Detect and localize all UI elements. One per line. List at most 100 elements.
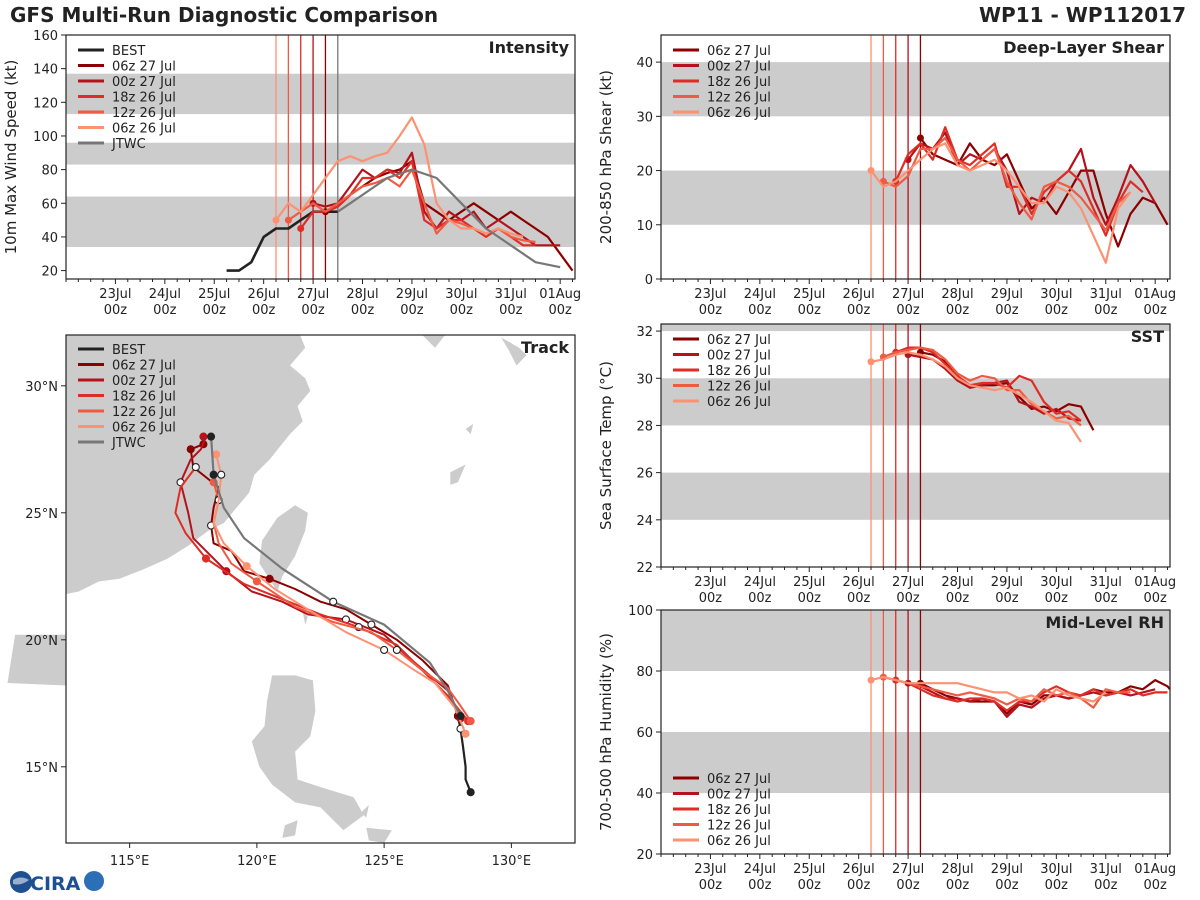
x-tick-label: 30Jul: [445, 287, 477, 302]
x-tick-sublabel: 00z: [995, 303, 1019, 318]
series-12z-26-jul: [883, 676, 1131, 709]
lon-tick-label: 125°E: [364, 854, 404, 869]
y-tick-label: 60: [636, 726, 653, 741]
x-tick-label: 25Jul: [793, 575, 825, 590]
plot-frame: [660, 323, 1171, 568]
band-2: [661, 324, 1170, 332]
panel-title: Mid-Level RH: [1045, 613, 1164, 632]
rh-panel: 2040608010023Jul00z24Jul00z25Jul00z26Jul…: [597, 604, 1176, 893]
legend-label-06z-27-jul: 06z 27 Jul: [112, 359, 176, 374]
lat-tick-label: 30°N: [25, 380, 58, 395]
legend-label-00z-27-jul: 00z 27 Jul: [707, 788, 771, 803]
y-axis-label: Sea Surface Temp (°C): [597, 361, 615, 530]
x-tick-label: 01Aug: [1134, 575, 1176, 590]
y-axis-label: 10m Max Wind Speed (kt): [2, 60, 20, 255]
series-start-06z-26-jul: [867, 676, 875, 684]
series-start-06z-26-jul: [867, 358, 875, 366]
y-tick-label: 120: [33, 96, 58, 111]
track-jtwc: [210, 436, 462, 717]
legend-label-00z-27-jul: 00z 27 Jul: [112, 75, 176, 90]
band-1: [661, 610, 1170, 671]
x-tick-sublabel: 00z: [699, 591, 723, 606]
panel-title: Deep-Layer Shear: [1003, 38, 1164, 57]
x-tick-sublabel: 00z: [946, 591, 970, 606]
y-tick-label: 60: [41, 197, 58, 212]
y-tick-label: 20: [636, 165, 653, 180]
band-0: [661, 732, 1170, 793]
lon-tick-label: 120°E: [237, 854, 277, 869]
x-tick-sublabel: 00z: [995, 591, 1019, 606]
x-tick-label: 29Jul: [991, 287, 1023, 302]
track-point-06z-26-jul: [380, 645, 389, 655]
panel-title: SST: [1131, 327, 1164, 346]
x-tick-sublabel: 00z: [1143, 878, 1167, 893]
legend-label-18z-26-jul: 18z 26 Jul: [707, 75, 771, 90]
track-point-00z-27-jul: [199, 432, 208, 441]
legend-label-06z-27-jul: 06z 27 Jul: [707, 44, 771, 59]
x-tick-sublabel: 00z: [351, 303, 375, 318]
x-tick-sublabel: 00z: [153, 303, 177, 318]
x-tick-label: 28Jul: [941, 575, 973, 590]
x-tick-sublabel: 00z: [252, 303, 276, 318]
x-tick-label: 29Jul: [991, 575, 1023, 590]
y-axis-label: 700-500 hPa Humidity (%): [597, 633, 615, 831]
legend-label-12z-26-jul: 12z 26 Jul: [707, 91, 771, 106]
legend-label-06z-26-jul: 06z 26 Jul: [112, 122, 176, 137]
y-tick-label: 22: [636, 561, 653, 576]
x-tick-label: 27Jul: [297, 287, 329, 302]
x-tick-sublabel: 00z: [946, 303, 970, 318]
intensity-panel: 2040608010012014016023Jul00z24Jul00z25Ju…: [2, 29, 581, 318]
series-06z-26-jul: [870, 675, 1107, 703]
legend-label-12z-26-jul: 12z 26 Jul: [112, 106, 176, 121]
globe-swirl: [13, 877, 29, 885]
x-tick-sublabel: 00z: [896, 591, 920, 606]
legend-label-06z-26-jul: 06z 26 Jul: [112, 421, 176, 436]
x-tick-label: 30Jul: [1040, 287, 1072, 302]
y-tick-label: 0: [645, 273, 653, 288]
x-tick-label: 31Jul: [495, 287, 527, 302]
track-point-12z-26-jul: [252, 577, 261, 586]
x-tick-label: 29Jul: [396, 287, 428, 302]
x-tick-sublabel: 00z: [847, 303, 871, 318]
y-tick-label: 80: [636, 665, 653, 680]
track-point-best: [466, 788, 475, 797]
series-start-12z-26-jul: [284, 216, 292, 224]
legend-label-00z-27-jul: 00z 27 Jul: [707, 349, 771, 364]
lat-tick-label: 15°N: [25, 761, 58, 776]
legend-label-06z-27-jul: 06z 27 Jul: [112, 60, 176, 75]
track-point-06z-27-jul: [186, 445, 195, 454]
track-panel: 115°E 120°E 125°E 130°E 15°N 20°N 25°N 30°N Trac…: [7, 334, 576, 869]
track-06z-26-jul: [212, 454, 467, 735]
map-frame: [65, 334, 576, 844]
legend-label-06z-27-jul: 06z 27 Jul: [707, 772, 771, 787]
plot-frame: [660, 34, 1171, 280]
series-12z-26-jul: [882, 136, 1132, 232]
x-tick-sublabel: 00z: [1094, 878, 1118, 893]
legend-label-06z-26-jul: 06z 26 Jul: [707, 106, 771, 121]
land-hainan: [7, 634, 66, 686]
series-06z-26-jul: [870, 351, 1082, 443]
series-06z-27-jul: [919, 678, 1171, 715]
x-tick-label: 24Jul: [149, 287, 181, 302]
x-tick-sublabel: 00z: [896, 303, 920, 318]
land-island-north: [422, 335, 446, 348]
series-18z-26-jul: [895, 346, 1082, 422]
x-tick-label: 23Jul: [694, 862, 726, 877]
x-tick-label: 25Jul: [793, 862, 825, 877]
x-tick-label: 30Jul: [1040, 575, 1072, 590]
series-start-06z-26-jul: [272, 216, 280, 224]
x-tick-label: 23Jul: [99, 287, 131, 302]
lon-tick-label: 115°E: [110, 854, 150, 869]
x-tick-sublabel: 00z: [798, 878, 822, 893]
x-tick-label: 26Jul: [843, 862, 875, 877]
track-point-jtwc: [456, 711, 465, 721]
x-tick-label: 01Aug: [1134, 287, 1176, 302]
x-tick-label: 01Aug: [539, 287, 581, 302]
y-tick-label: 40: [636, 56, 653, 71]
band-1: [661, 62, 1170, 117]
legend-label-18z-26-jul: 18z 26 Jul: [112, 91, 176, 106]
